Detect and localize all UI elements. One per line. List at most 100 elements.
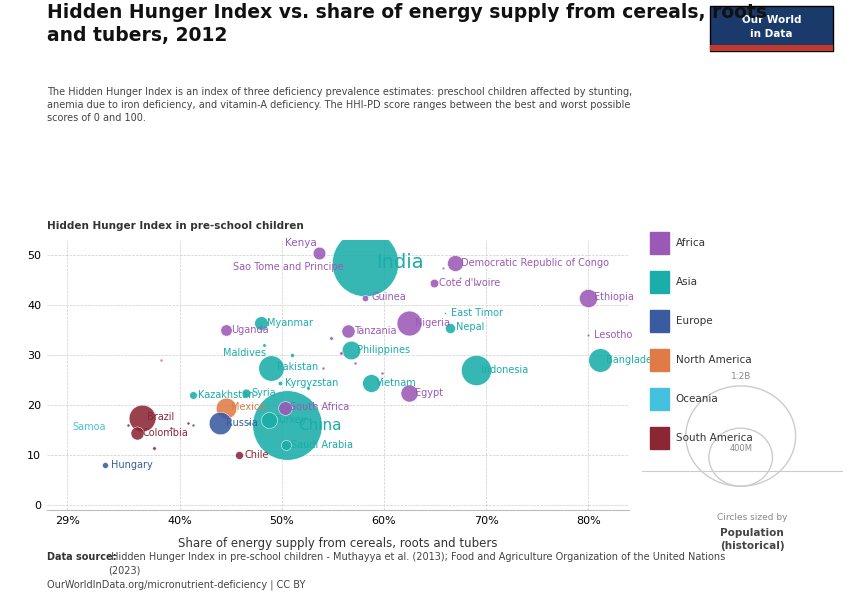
Point: [263, 415, 276, 425]
Point: [155, 355, 168, 365]
Text: Nepal: Nepal: [456, 323, 484, 332]
Point: [273, 378, 286, 388]
Point: [99, 460, 112, 470]
Text: Chile: Chile: [244, 450, 269, 460]
Text: Philippines: Philippines: [357, 345, 410, 355]
Text: Hidden Hunger Index in pre-school children - Muthayya et al. (2013); Food and Ag: Hidden Hunger Index in pre-school childr…: [108, 552, 725, 575]
Text: 400M: 400M: [729, 444, 752, 453]
Point: [449, 258, 462, 268]
Text: Circles sized by: Circles sized by: [717, 512, 787, 521]
Point: [285, 350, 298, 360]
Text: India: India: [377, 253, 424, 272]
Point: [211, 347, 224, 357]
Text: Hungary: Hungary: [110, 460, 152, 470]
Text: Data source:: Data source:: [47, 552, 116, 562]
Point: [342, 326, 355, 336]
Text: Kenya: Kenya: [285, 238, 317, 248]
Point: [165, 422, 178, 432]
Point: [302, 383, 315, 392]
Point: [593, 355, 607, 365]
Point: [334, 347, 348, 357]
Text: Samoa: Samoa: [73, 422, 106, 433]
Point: [375, 368, 388, 377]
Text: in Data: in Data: [750, 29, 792, 39]
Text: The Hidden Hunger Index is an index of three deficiency prevalence estimates: pr: The Hidden Hunger Index is an index of t…: [47, 87, 632, 124]
Point: [242, 418, 256, 427]
Point: [436, 263, 450, 272]
Text: Population
(historical): Population (historical): [720, 529, 785, 551]
Point: [280, 420, 293, 430]
Text: Indonesia: Indonesia: [481, 365, 529, 375]
Point: [278, 403, 292, 412]
Text: OurWorldInData.org/micronutrient-deficiency | CC BY: OurWorldInData.org/micronutrient-deficie…: [47, 579, 305, 589]
Point: [239, 388, 252, 397]
Point: [427, 278, 440, 287]
Point: [359, 258, 372, 268]
Text: Pakistan: Pakistan: [277, 362, 318, 373]
Text: Sao Tome and Principe: Sao Tome and Principe: [233, 263, 343, 272]
Text: Vietnam: Vietnam: [376, 377, 416, 388]
Text: Uganda: Uganda: [231, 325, 269, 335]
Text: Ethiopia: Ethiopia: [593, 292, 633, 302]
X-axis label: Share of energy supply from cereals, roots and tubers: Share of energy supply from cereals, roo…: [178, 536, 497, 550]
Point: [264, 362, 278, 372]
Text: Oceania: Oceania: [676, 394, 718, 404]
Text: Egypt: Egypt: [415, 388, 443, 397]
Text: Democratic Republic of Congo: Democratic Republic of Congo: [461, 257, 609, 268]
Point: [313, 248, 326, 257]
Point: [60, 422, 74, 432]
Point: [439, 308, 452, 317]
Point: [364, 378, 377, 388]
Point: [218, 325, 232, 335]
Text: Myanmar: Myanmar: [267, 317, 313, 328]
Point: [147, 443, 161, 452]
Text: Europe: Europe: [676, 316, 712, 326]
Point: [258, 340, 271, 350]
Text: Our World: Our World: [741, 16, 801, 25]
Text: South America: South America: [676, 433, 752, 443]
Text: Turkey: Turkey: [275, 415, 307, 425]
Point: [181, 418, 195, 427]
Point: [213, 418, 227, 427]
Text: 1:2B: 1:2B: [730, 371, 751, 380]
Text: Guinea: Guinea: [371, 292, 405, 302]
Text: Cote d'Ivoire: Cote d'Ivoire: [439, 277, 501, 287]
Point: [469, 365, 483, 375]
Point: [403, 388, 416, 397]
Text: Nigeria: Nigeria: [415, 317, 450, 328]
Text: Maldives: Maldives: [223, 347, 266, 358]
Text: Africa: Africa: [676, 238, 705, 248]
Text: Brazil: Brazil: [147, 413, 174, 422]
Point: [324, 332, 337, 342]
Text: Mexico: Mexico: [231, 403, 265, 413]
Text: Kyrgyzstan: Kyrgyzstan: [286, 377, 338, 388]
Point: [315, 362, 329, 372]
Point: [186, 390, 200, 400]
Point: [186, 420, 200, 430]
Text: Colombia: Colombia: [142, 427, 188, 437]
Text: Bangladesh: Bangladesh: [606, 355, 663, 365]
Point: [232, 450, 246, 460]
Bar: [710, 45, 833, 51]
Point: [403, 318, 416, 328]
Point: [135, 413, 149, 422]
Point: [469, 279, 483, 289]
Point: [122, 420, 135, 430]
Text: Syria: Syria: [252, 388, 276, 397]
Point: [454, 272, 468, 282]
Point: [359, 293, 372, 302]
Point: [348, 358, 362, 367]
FancyBboxPatch shape: [710, 6, 833, 51]
Text: Lesotho: Lesotho: [593, 330, 632, 340]
Text: Kazakhstan: Kazakhstan: [198, 390, 255, 400]
Text: Russia: Russia: [226, 418, 258, 427]
Text: Saudi Arabia: Saudi Arabia: [292, 440, 354, 450]
Point: [581, 330, 595, 340]
Point: [221, 263, 235, 272]
Text: Tanzania: Tanzania: [354, 326, 396, 336]
Point: [218, 403, 232, 412]
Point: [444, 323, 457, 332]
Text: Hidden Hunger Index in pre-school children: Hidden Hunger Index in pre-school childr…: [47, 221, 303, 231]
Point: [130, 428, 144, 437]
Point: [279, 440, 292, 450]
